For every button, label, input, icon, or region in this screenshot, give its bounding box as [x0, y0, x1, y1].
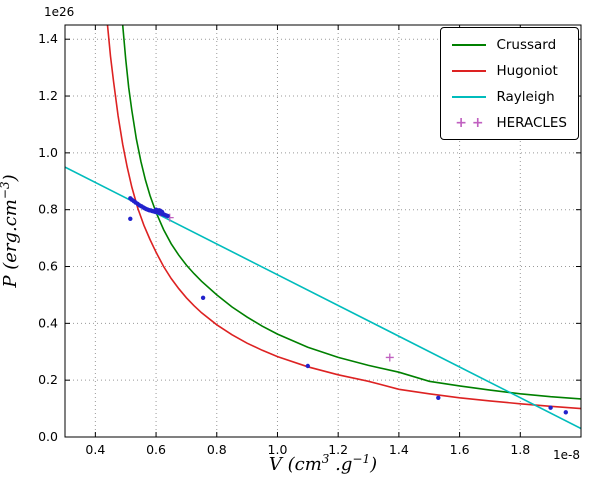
x-tick-label: 1.8 — [510, 442, 530, 457]
legend-row: + + HERACLES — [452, 113, 567, 132]
legend-label: Crussard — [496, 36, 557, 53]
y-axis-label: P (erg.cm−3) — [0, 174, 21, 288]
series-simulation-points-point — [165, 213, 170, 219]
series-simulation-points-point — [563, 410, 568, 415]
y-tick-label: 0.4 — [38, 315, 58, 330]
legend-line-sample — [452, 69, 487, 72]
series-crussard-line — [121, 25, 581, 400]
y-tick-label: 0.2 — [38, 372, 58, 387]
x-tick-label: 0.8 — [207, 442, 227, 457]
x-tick-label: 1.0 — [268, 442, 288, 457]
x-tick-label: 1.4 — [389, 442, 409, 457]
legend-label: Rayleigh — [496, 88, 555, 105]
series-simulation-points-point — [548, 405, 553, 410]
y-axis-offset-label: 1e26 — [44, 5, 74, 19]
x-tick-label: 1.2 — [328, 442, 348, 457]
y-tick-label: 1.2 — [38, 88, 58, 103]
legend-plus-marker-icon: + + — [455, 114, 484, 131]
x-tick-label: 1.6 — [450, 442, 470, 457]
legend-row: Rayleigh — [452, 87, 567, 106]
y-tick-label: 1.4 — [38, 31, 58, 46]
series-simulation-points-point — [305, 363, 310, 369]
y-tick-label: 0.6 — [38, 259, 58, 274]
legend-row: Hugoniot — [452, 61, 567, 80]
legend-line-sample — [452, 95, 487, 98]
x-axis-offset-label: 1e-8 — [553, 448, 580, 462]
legend: Crussard Hugoniot Rayleigh + + HERACLES — [440, 27, 579, 140]
y-tick-label: 0.0 — [38, 429, 58, 444]
y-tick-label: 1.0 — [38, 145, 58, 160]
x-axis-label: V (cm3 .g−1) — [269, 452, 377, 475]
series-simulation-points-point — [128, 216, 133, 221]
plot-frame — [64, 24, 582, 438]
series-hugoniot-line — [106, 25, 581, 410]
x-tick-label: 0.6 — [146, 442, 166, 457]
series-simulation-points-point — [200, 295, 206, 300]
legend-label: HERACLES — [496, 114, 567, 131]
series-heracles-marker — [385, 353, 394, 362]
series-simulation-points-point — [159, 209, 165, 215]
y-tick-label: 0.8 — [38, 202, 58, 217]
series-simulation-points-point — [436, 395, 441, 400]
legend-line-sample — [452, 43, 487, 46]
x-tick-label: 0.4 — [85, 442, 105, 457]
legend-label: Hugoniot — [496, 62, 558, 79]
legend-row: Crussard — [452, 35, 567, 54]
